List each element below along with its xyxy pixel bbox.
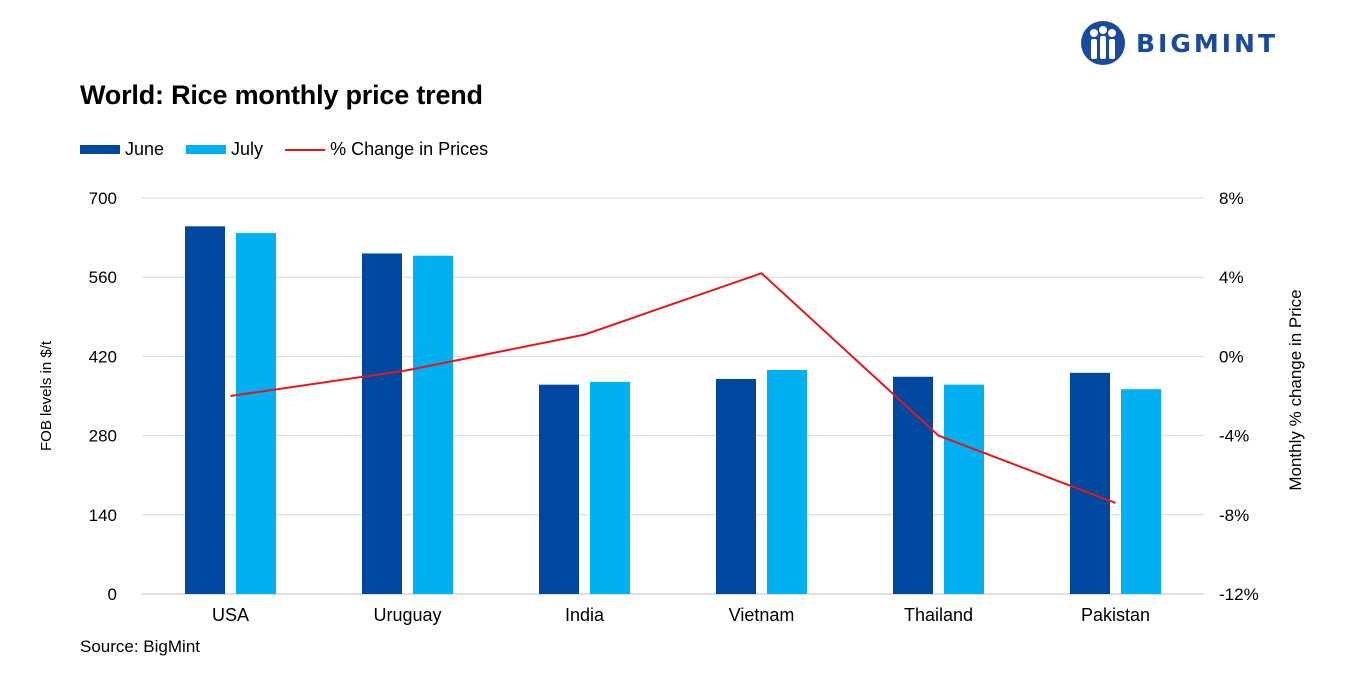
line-layer	[230, 272, 1116, 504]
y-tick-label-right: -4%	[1219, 427, 1249, 446]
x-tick-label: Thailand	[904, 605, 973, 625]
legend-label-june: June	[125, 139, 165, 159]
legend-label-july: July	[231, 139, 264, 159]
chart-legend: June July % Change in Prices	[80, 139, 510, 160]
brand-name: BIGMINT	[1136, 28, 1279, 58]
series-line-change	[230, 272, 1116, 504]
y-tick-label-left: 700	[89, 189, 117, 208]
bar-june	[893, 376, 933, 594]
bar-june	[362, 253, 402, 594]
bar-june	[185, 226, 225, 595]
bar-july	[767, 369, 807, 594]
chart-title: World: Rice monthly price trend	[80, 80, 483, 110]
y-tick-label-right: -12%	[1219, 585, 1259, 604]
bar-july	[236, 233, 276, 594]
legend-swatch-june	[80, 145, 120, 154]
y-tick-label-left: 280	[89, 427, 117, 446]
x-tick-label: Vietnam	[729, 605, 795, 625]
y-axis-title-left: FOB levels in $/t	[38, 340, 55, 451]
y-axis-title-right: Monthly % change in Price	[1286, 289, 1305, 490]
x-tick-label: Uruguay	[373, 605, 441, 625]
y-tick-label-right: -8%	[1219, 506, 1249, 525]
source-note: Source: BigMint	[80, 637, 200, 656]
axis-layer: 0 140 280 420 560 700 -12% -8% -4% 0% 4% 8% FOB leve…	[38, 189, 1305, 625]
legend-item-july: July	[186, 139, 263, 160]
x-tick-label: Pakistan	[1081, 605, 1150, 625]
y-tick-label-left: 420	[89, 347, 117, 366]
legend-swatch-change	[285, 148, 326, 151]
y-tick-label-right: 0%	[1219, 347, 1244, 366]
y-tick-label-left: 140	[89, 506, 117, 525]
bar-june	[716, 379, 756, 594]
bar-july	[944, 384, 984, 594]
bar-july	[413, 255, 453, 594]
y-tick-label-right: 8%	[1219, 189, 1244, 208]
bar-july	[590, 381, 630, 594]
legend-item-change: % Change in Prices	[285, 139, 488, 160]
bigmint-logo-icon	[1081, 21, 1125, 65]
legend-item-june: June	[80, 139, 164, 160]
bar-july	[1121, 389, 1161, 594]
bar-june	[539, 384, 579, 594]
legend-swatch-july	[186, 145, 227, 154]
bar-june	[1070, 372, 1110, 594]
grid-layer	[142, 197, 1204, 595]
x-tick-label: India	[565, 605, 605, 625]
x-tick-label: USA	[212, 605, 249, 625]
y-tick-label-left: 0	[108, 585, 117, 604]
bar-layer	[185, 226, 1161, 595]
y-tick-label-right: 4%	[1219, 268, 1244, 287]
y-tick-label-left: 560	[89, 268, 117, 287]
legend-label-change: % Change in Prices	[330, 139, 489, 159]
brand-logo: BIGMINT	[1080, 20, 1278, 66]
